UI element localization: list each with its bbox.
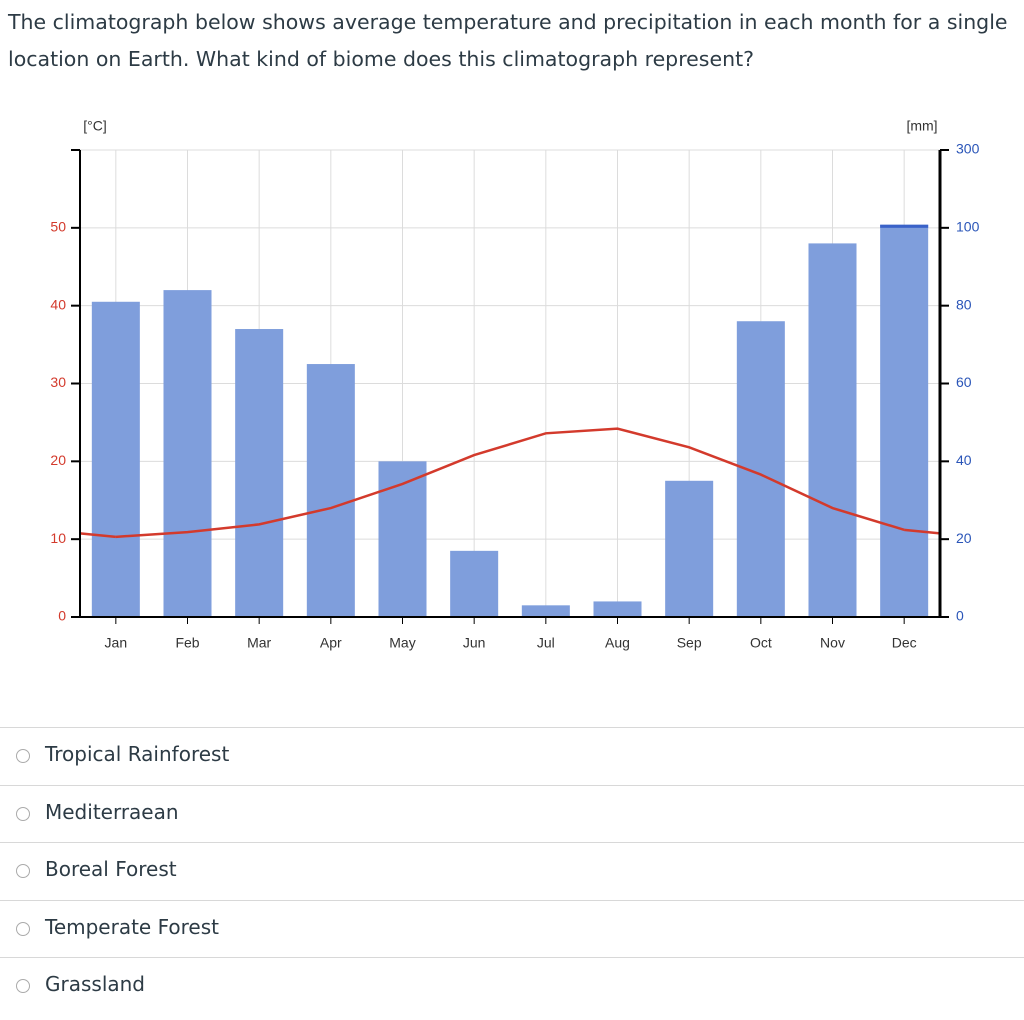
answer-option[interactable]: Temperate Forest (0, 899, 1024, 958)
option-label[interactable]: Boreal Forest (45, 857, 177, 881)
answer-option[interactable]: Grassland (0, 957, 1024, 1015)
y2-tick-label: 60 (956, 374, 972, 390)
x-tick-label: Feb (175, 635, 199, 651)
y-tick-label: 50 (50, 219, 66, 235)
y-tick-label: 0 (58, 608, 66, 624)
y2-tick-label: 40 (956, 452, 972, 468)
y2-tick-label: 100 (956, 219, 980, 235)
y-tick-label: 40 (50, 296, 66, 312)
x-tick-label: Jun (463, 635, 486, 651)
x-tick-label: Aug (605, 635, 630, 651)
x-tick-label: Apr (320, 635, 342, 651)
radio-button[interactable] (16, 921, 30, 936)
chart: [°C] [mm] 0 10 20 30 40 50 0 20 40 60 80 100 300 Jan F… (50, 118, 980, 651)
x-tick-label: Jan (105, 635, 128, 651)
answer-option[interactable]: Mediterraean (0, 784, 1024, 843)
x-tick-label: May (389, 635, 415, 651)
precipitation-bar (521, 605, 570, 617)
precipitation-bar (880, 224, 929, 617)
precipitation-bar (450, 550, 499, 617)
option-label[interactable]: Grassland (45, 972, 145, 996)
option-label[interactable]: Mediterraean (45, 799, 179, 824)
option-label[interactable]: Tropical Rainforest (45, 742, 230, 766)
precipitation-bar (593, 601, 642, 617)
precipitation-bar (91, 301, 140, 617)
temperature-wrap (904, 528, 941, 535)
radio-button[interactable] (16, 864, 30, 878)
x-tick-label: Mar (247, 635, 271, 651)
temperature-wrap (79, 532, 116, 539)
precipitation-excess (880, 224, 929, 228)
y2-tick-label: 300 (956, 141, 980, 157)
x-tick-label: Jul (537, 635, 555, 651)
radio-button[interactable] (16, 806, 30, 821)
answer-option[interactable]: Tropical Rainforest (0, 727, 1024, 785)
answer-option[interactable]: Boreal Forest (0, 842, 1024, 900)
x-tick-label: Oct (750, 635, 772, 651)
precipitation-bar (235, 329, 284, 617)
x-tick-label: Nov (820, 635, 845, 651)
precipitation-bar (378, 461, 427, 617)
y2-tick-label: 0 (956, 608, 964, 624)
y-tick-label: 10 (50, 530, 66, 546)
y2-tick-label: 20 (956, 530, 972, 546)
radio-button[interactable] (16, 979, 30, 993)
question: The climatograph below shows average tem… (8, 10, 1008, 71)
y2-axis-label: [mm] (906, 118, 937, 134)
y-tick-label: 30 (50, 374, 66, 390)
y-axis-label: [°C] (83, 118, 107, 134)
precipitation-bar (163, 290, 212, 617)
precipitation-bar (306, 364, 355, 617)
x-tick-label: Sep (677, 635, 702, 651)
precipitation-bar (808, 243, 857, 617)
precipitation-bar (665, 480, 714, 617)
y-tick-label: 20 (50, 452, 66, 468)
temperature-line (115, 427, 905, 539)
option-label[interactable]: Temperate Forest (45, 914, 219, 939)
y2-tick-label: 80 (956, 296, 972, 312)
x-tick-label: Dec (892, 635, 917, 651)
radio-button[interactable] (16, 749, 30, 763)
